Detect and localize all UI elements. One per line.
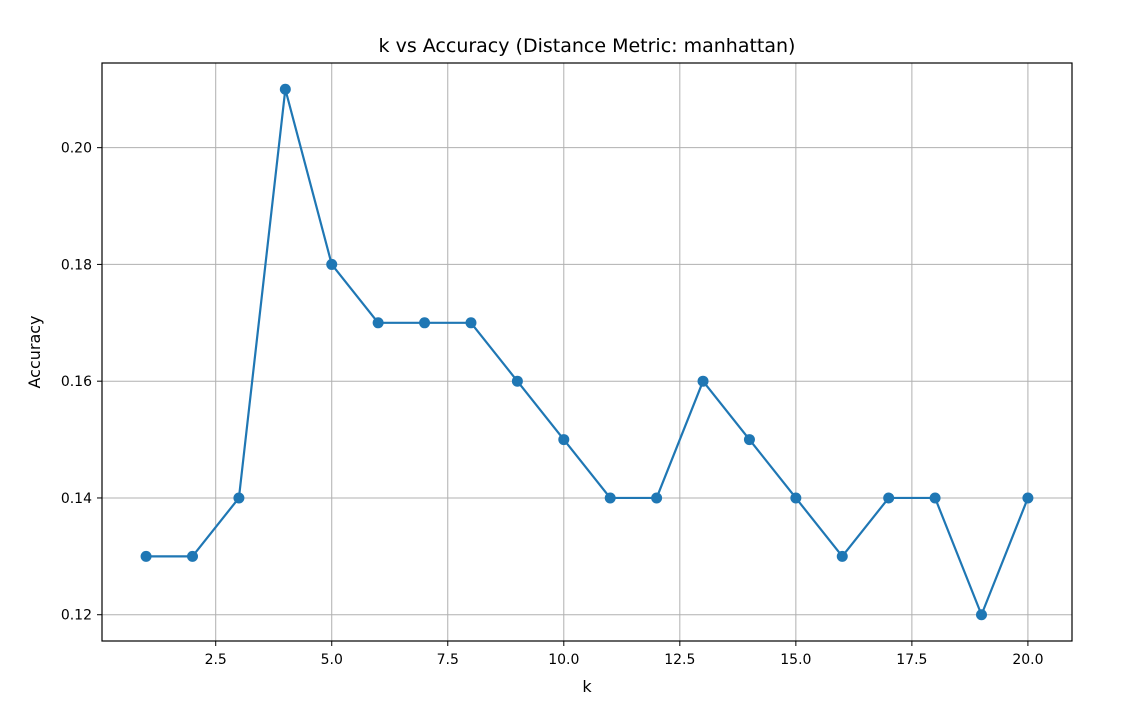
data-point — [743, 434, 755, 446]
data-point — [558, 434, 570, 446]
data-point — [790, 492, 802, 504]
data-point — [929, 492, 941, 504]
y-axis-label: Accuracy — [25, 315, 44, 388]
data-point — [419, 317, 431, 329]
x-tick-label: 15.0 — [780, 652, 811, 668]
data-point — [511, 375, 523, 387]
data-point — [140, 550, 152, 562]
x-axis: 2.5 5.0 7.5 10.0 12.5 15.0 17.5 20.0 — [205, 641, 1043, 668]
y-axis: 0.12 0.14 0.16 0.18 0.20 — [61, 141, 102, 624]
y-tick-label: 0.18 — [61, 257, 92, 273]
x-tick-label: 12.5 — [664, 652, 695, 668]
data-point — [836, 550, 848, 562]
chart-title: k vs Accuracy (Distance Metric: manhatta… — [379, 35, 796, 57]
x-tick-label: 17.5 — [896, 652, 927, 668]
x-tick-label: 10.0 — [548, 652, 579, 668]
data-point — [465, 317, 477, 329]
data-point — [883, 492, 895, 504]
x-tick-label: 5.0 — [321, 652, 343, 668]
data-point — [233, 492, 245, 504]
data-point — [372, 317, 384, 329]
x-axis-label: k — [582, 677, 592, 696]
y-tick-label: 0.16 — [61, 374, 92, 390]
data-point — [604, 492, 616, 504]
plot-frame — [101, 62, 1073, 642]
y-tick-label: 0.20 — [61, 141, 92, 157]
x-tick-label: 7.5 — [437, 652, 459, 668]
data-point — [697, 375, 709, 387]
y-tick-label: 0.14 — [61, 491, 92, 507]
data-point — [1022, 492, 1034, 504]
series-line — [146, 88, 1029, 616]
series-group — [140, 83, 1034, 621]
data-point — [651, 492, 663, 504]
data-point — [975, 609, 987, 621]
y-tick-label: 0.12 — [61, 608, 92, 624]
data-point — [326, 258, 338, 270]
x-tick-label: 2.5 — [205, 652, 227, 668]
x-tick-label: 20.0 — [1012, 652, 1043, 668]
data-point — [279, 83, 291, 95]
data-point — [187, 550, 199, 562]
